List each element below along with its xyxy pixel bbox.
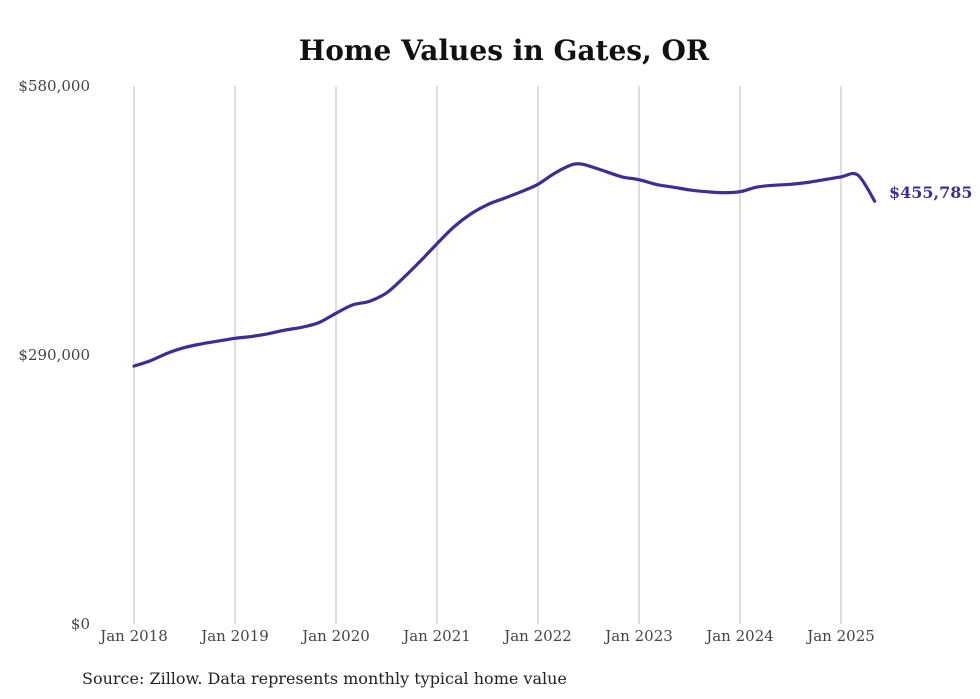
gridlines <box>133 86 842 624</box>
x-tick-label: Jan 2021 <box>401 627 471 645</box>
x-axis-ticks: Jan 2018 Jan 2019 Jan 2020 Jan 2021 Jan 2022… <box>98 627 875 645</box>
x-tick-label: Jan 2018 <box>98 627 168 645</box>
y-tick-label: $0 <box>71 615 90 633</box>
x-tick-label: Jan 2025 <box>805 627 875 645</box>
end-value-label: $455,785 <box>889 183 973 202</box>
y-tick-label: $580,000 <box>18 77 90 95</box>
series-line <box>132 162 877 368</box>
x-tick-label: Jan 2020 <box>300 627 370 645</box>
chart-title: Home Values in Gates, OR <box>299 34 710 67</box>
y-tick-label: $290,000 <box>18 346 90 364</box>
x-tick-label: Jan 2022 <box>502 627 572 645</box>
x-tick-label: Jan 2019 <box>199 627 269 645</box>
x-tick-label: Jan 2024 <box>704 627 774 645</box>
source-note: Source: Zillow. Data represents monthly … <box>82 669 567 688</box>
y-axis-ticks: $0 $290,000 $580,000 <box>18 77 90 633</box>
x-tick-label: Jan 2023 <box>603 627 673 645</box>
